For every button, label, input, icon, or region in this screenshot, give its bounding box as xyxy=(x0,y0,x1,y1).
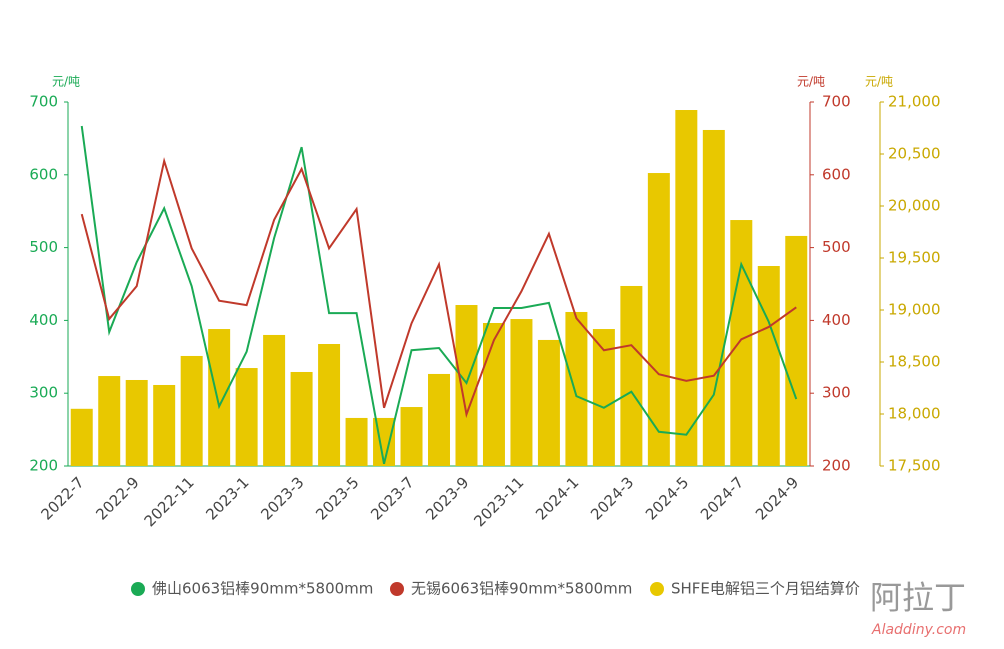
x-tick-label: 2022-11 xyxy=(141,473,198,530)
bar xyxy=(153,384,176,466)
tick-label: 300 xyxy=(29,384,58,402)
x-tick-label: 2024-3 xyxy=(587,473,637,523)
bar xyxy=(98,376,121,466)
bar xyxy=(757,266,780,466)
x-tick-label: 2022-9 xyxy=(92,473,142,523)
tick-label: 600 xyxy=(29,165,58,183)
bar xyxy=(345,417,368,466)
tick-label: 18,500 xyxy=(888,353,941,371)
bar xyxy=(647,173,670,467)
line xyxy=(80,157,797,419)
tick-label: 600 xyxy=(822,165,851,183)
bar xyxy=(565,311,588,466)
bar xyxy=(235,368,258,466)
legend-marker xyxy=(650,582,664,596)
x-tick-label: 2023-9 xyxy=(422,473,472,523)
bar xyxy=(537,339,560,466)
bar xyxy=(785,235,808,466)
tick-label: 300 xyxy=(822,384,851,402)
x-tick-label: 2023-11 xyxy=(470,473,527,530)
tick-label: 700 xyxy=(29,93,58,111)
bar xyxy=(318,344,341,466)
tick-label: 20,500 xyxy=(888,145,941,163)
x-tick-label: 2024-7 xyxy=(697,473,747,523)
legend-marker xyxy=(131,582,145,596)
bar xyxy=(263,334,286,466)
tick-label: 700 xyxy=(822,93,851,111)
legend-label: SHFE电解铝三个月铝结算价 xyxy=(671,580,860,598)
x-tick-label: 2024-1 xyxy=(532,473,582,523)
line xyxy=(80,125,798,465)
tick-label: 17,500 xyxy=(888,457,941,475)
tick-label: 18,000 xyxy=(888,405,941,423)
tick-label: 19,500 xyxy=(888,249,941,267)
tick-label: 19,000 xyxy=(888,301,941,319)
bar xyxy=(125,379,148,466)
x-tick-label: 2023-1 xyxy=(202,473,252,523)
legend-label: 佛山6063铝棒90mm*5800mm xyxy=(152,580,373,598)
tick-label: 500 xyxy=(29,238,58,256)
bar xyxy=(290,371,313,466)
tick-label: 200 xyxy=(822,457,851,475)
tick-label: 21,000 xyxy=(888,93,941,111)
bar xyxy=(675,110,698,467)
bar xyxy=(702,129,725,466)
bar xyxy=(482,323,505,466)
x-tick-label: 2022-7 xyxy=(37,473,87,523)
y2-axis-label: 元/吨 xyxy=(797,75,825,89)
legend-marker xyxy=(390,582,404,596)
tick-label: 400 xyxy=(29,311,58,329)
bar xyxy=(208,329,231,466)
tick-label: 400 xyxy=(822,311,851,329)
bar xyxy=(510,319,533,466)
x-tick-label: 2023-7 xyxy=(367,473,417,523)
legend-label: 无锡6063铝棒90mm*5800mm xyxy=(411,580,632,598)
bar xyxy=(730,220,753,466)
bar xyxy=(428,373,450,466)
bar xyxy=(592,329,615,466)
x-tick-label: 2024-9 xyxy=(752,473,802,523)
bar xyxy=(180,355,203,466)
y3-axis-label: 元/吨 xyxy=(865,75,893,89)
bar xyxy=(400,407,423,466)
x-tick-label: 2023-5 xyxy=(312,473,362,523)
bar xyxy=(620,285,643,466)
y-axis-label: 元/吨 xyxy=(52,75,80,89)
bar xyxy=(70,408,93,466)
x-tick-label: 2023-3 xyxy=(257,473,307,523)
logo-url: Aladdiny.com xyxy=(871,622,966,638)
logo: 阿拉丁 xyxy=(870,579,966,617)
tick-label: 20,000 xyxy=(888,197,941,215)
x-tick-label: 2024-5 xyxy=(642,473,692,523)
bar xyxy=(455,305,478,466)
tick-label: 200 xyxy=(29,457,58,475)
tick-label: 500 xyxy=(822,238,851,256)
